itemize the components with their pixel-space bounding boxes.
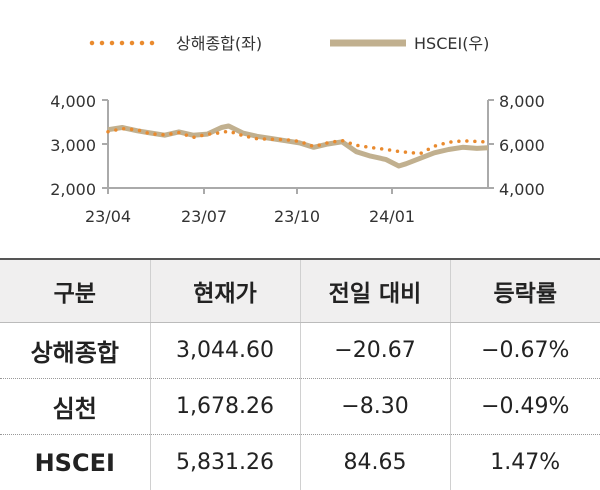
- table-row: HSCEI 5,831.26 84.65 1.47%: [0, 435, 600, 490]
- column-header: 현재가: [150, 259, 300, 323]
- day-change: −20.67: [300, 323, 450, 379]
- legend-label-hscei: HSCEI(우): [414, 34, 489, 53]
- day-change: −8.30: [300, 379, 450, 435]
- day-change: 84.65: [300, 435, 450, 490]
- change-rate: 1.47%: [450, 435, 600, 490]
- table-header-row: 구분 현재가 전일 대비 등락률: [0, 259, 600, 323]
- index-name: 상해종합: [0, 323, 150, 379]
- index-name: HSCEI: [0, 435, 150, 490]
- right-tick-label: 4,000: [499, 180, 545, 199]
- left-tick-label: 2,000: [50, 180, 96, 199]
- table-row: 심천 1,678.26 −8.30 −0.49%: [0, 379, 600, 435]
- left-tick-label: 4,000: [50, 92, 96, 111]
- column-header: 전일 대비: [300, 259, 450, 323]
- index-chart: 상해종합(좌) HSCEI(우) 4,000 3,000 2,000 8,000…: [0, 0, 600, 258]
- x-tick-label: 24/01: [369, 207, 415, 226]
- column-header: 구분: [0, 259, 150, 323]
- series-line-hscei: [108, 126, 488, 166]
- series-line-shanghai: [108, 129, 488, 154]
- current-price: 3,044.60: [150, 323, 300, 379]
- change-rate: −0.49%: [450, 379, 600, 435]
- right-tick-label: 6,000: [499, 136, 545, 155]
- legend-label-shanghai: 상해종합(좌): [176, 34, 262, 53]
- x-tick-label: 23/10: [274, 207, 320, 226]
- current-price: 1,678.26: [150, 379, 300, 435]
- x-tick-label: 23/04: [85, 207, 131, 226]
- x-tick-label: 23/07: [181, 207, 227, 226]
- current-price: 5,831.26: [150, 435, 300, 490]
- legend: 상해종합(좌) HSCEI(우): [92, 34, 489, 53]
- column-header: 등락률: [450, 259, 600, 323]
- change-rate: −0.67%: [450, 323, 600, 379]
- index-name: 심천: [0, 379, 150, 435]
- left-tick-label: 3,000: [50, 136, 96, 155]
- right-tick-label: 8,000: [499, 92, 545, 111]
- index-quote-table: 구분 현재가 전일 대비 등락률 상해종합 3,044.60 −20.67 −0…: [0, 258, 600, 490]
- table-row: 상해종합 3,044.60 −20.67 −0.67%: [0, 323, 600, 379]
